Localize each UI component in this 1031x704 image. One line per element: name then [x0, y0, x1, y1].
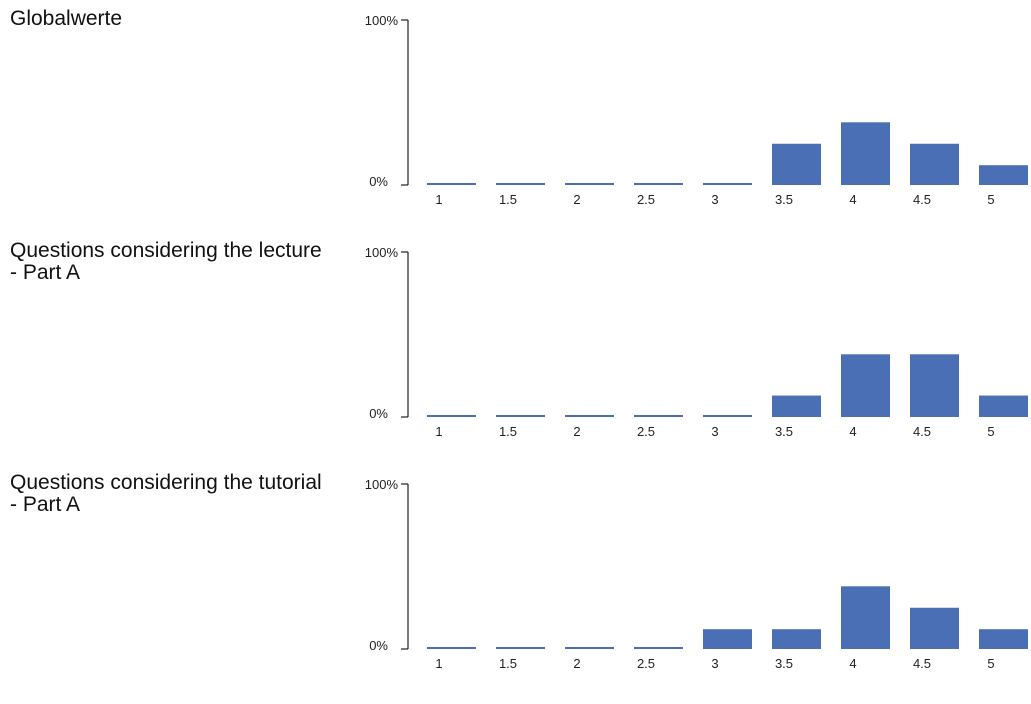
bar-chart-globalwerte: 100% 0% 1 1.5 2 2.5 3 3.5 4 4.5 5 [365, 13, 1028, 207]
x-tick-label-2: 2 [573, 656, 580, 671]
chart-panel-globalwerte: Globalwerte 100% 0% 1 1.5 2 2.5 3 3.5 4 4.5 5 [0, 8, 1031, 240]
x-tick-label-4.5: 4.5 [913, 424, 931, 439]
y-tick-label-top: 100% [365, 245, 399, 260]
x-tick-label-1: 1 [435, 192, 442, 207]
x-tick-label-2: 2 [573, 424, 580, 439]
x-tick-label-5: 5 [987, 656, 994, 671]
bar-4 [841, 354, 890, 417]
chart-panel-lecture: Questions considering the lecture - Part… [0, 240, 1031, 472]
bar-5 [979, 629, 1028, 649]
bar-chart-lecture: 100% 0% 1 1.5 2 2.5 3 3.5 4 4.5 5 [365, 245, 1028, 439]
bar-4.5 [910, 354, 959, 417]
x-tick-label-3.5: 3.5 [775, 656, 793, 671]
x-tick-label-1.5: 1.5 [499, 656, 517, 671]
x-tick-label-3: 3 [711, 192, 718, 207]
x-tick-label-2.5: 2.5 [637, 424, 655, 439]
chart-panel-tutorial: Questions considering the tutorial - Par… [0, 472, 1031, 704]
panel-title: Questions considering the tutorial - Par… [10, 471, 322, 516]
y-tick-label-top: 100% [365, 477, 399, 492]
x-tick-label-4: 4 [849, 192, 856, 207]
x-tick-label-3.5: 3.5 [775, 192, 793, 207]
x-tick-label-2.5: 2.5 [637, 656, 655, 671]
bar-4.5 [910, 607, 959, 649]
bar-3.5 [772, 143, 821, 185]
x-tick-label-4.5: 4.5 [913, 656, 931, 671]
x-tick-label-3: 3 [711, 424, 718, 439]
x-tick-label-5: 5 [987, 192, 994, 207]
y-tick-label-bottom: 0% [369, 174, 388, 189]
x-tick-label-1: 1 [435, 656, 442, 671]
x-tick-label-4: 4 [849, 424, 856, 439]
x-tick-label-2.5: 2.5 [637, 192, 655, 207]
x-tick-label-1.5: 1.5 [499, 424, 517, 439]
y-tick-label-bottom: 0% [369, 406, 388, 421]
bar-3.5 [772, 629, 821, 649]
y-tick-label-bottom: 0% [369, 638, 388, 653]
bar-chart-tutorial: 100% 0% 1 1.5 2 2.5 3 3.5 4 4.5 5 [365, 477, 1028, 671]
x-tick-label-3.5: 3.5 [775, 424, 793, 439]
x-tick-label-5: 5 [987, 424, 994, 439]
x-tick-label-3: 3 [711, 656, 718, 671]
bar-3.5 [772, 395, 821, 417]
bar-5 [979, 165, 1028, 185]
x-tick-label-1.5: 1.5 [499, 192, 517, 207]
bar-4 [841, 122, 890, 185]
x-tick-label-2: 2 [573, 192, 580, 207]
panel-title: Globalwerte [10, 7, 123, 30]
bar-4 [841, 586, 890, 649]
x-tick-label-4: 4 [849, 656, 856, 671]
bar-3 [703, 629, 752, 649]
bar-5 [979, 395, 1028, 417]
x-tick-label-4.5: 4.5 [913, 192, 931, 207]
y-tick-label-top: 100% [365, 13, 399, 28]
panel-title: Questions considering the lecture - Part… [10, 239, 322, 284]
x-tick-label-1: 1 [435, 424, 442, 439]
bar-4.5 [910, 143, 959, 185]
